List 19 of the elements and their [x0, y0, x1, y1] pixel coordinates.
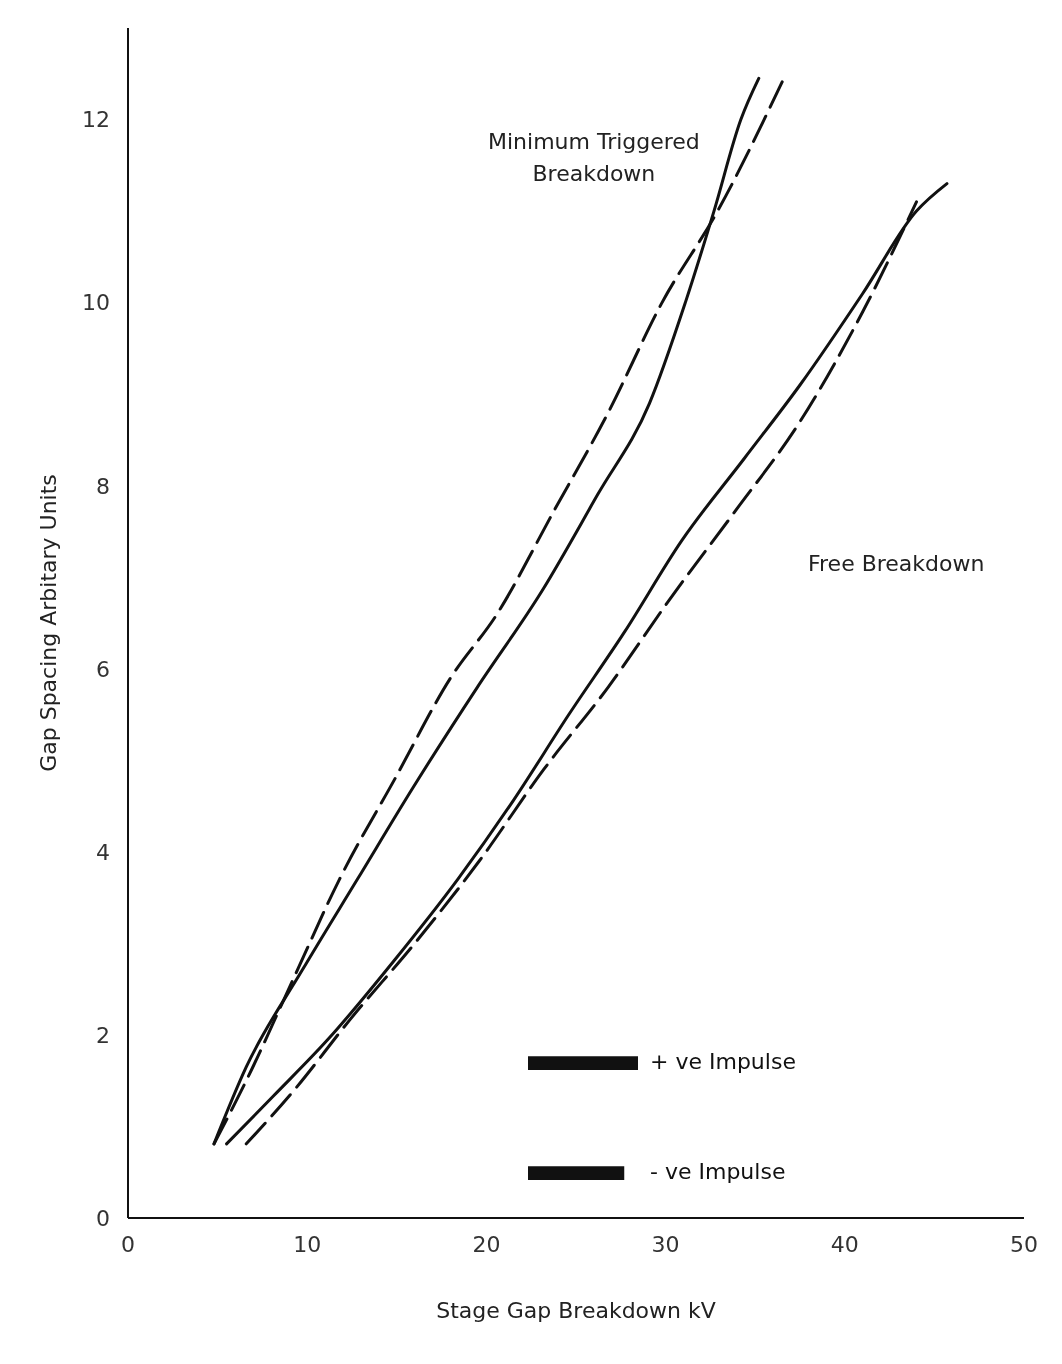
x-tick-label: 40	[830, 1231, 859, 1257]
legend-label: + ve Impulse	[650, 1049, 796, 1074]
y-tick-label: 8	[96, 473, 110, 499]
y-tick-label: 10	[82, 290, 110, 316]
x-tick-label: 50	[1010, 1231, 1038, 1257]
y-axis-title: Gap Spacing Arbitary Units	[35, 474, 61, 772]
y-tick-label: 4	[96, 839, 110, 865]
x-tick-label: 30	[651, 1231, 680, 1257]
y-tick-label: 0	[96, 1205, 110, 1231]
annotation: Minimum Triggered Breakdown	[488, 128, 700, 188]
y-tick-label: 6	[96, 656, 110, 682]
annotation: Free Breakdown	[808, 550, 985, 578]
x-axis-title: Stage Gap Breakdown kV	[436, 1298, 716, 1323]
x-tick-label: 0	[121, 1231, 135, 1257]
x-tick-label: 10	[293, 1231, 322, 1257]
y-tick-label: 12	[82, 107, 110, 133]
y-tick-label: 2	[96, 1022, 110, 1048]
x-tick-label: 20	[472, 1231, 501, 1257]
legend-label: - ve Impulse	[650, 1159, 786, 1184]
